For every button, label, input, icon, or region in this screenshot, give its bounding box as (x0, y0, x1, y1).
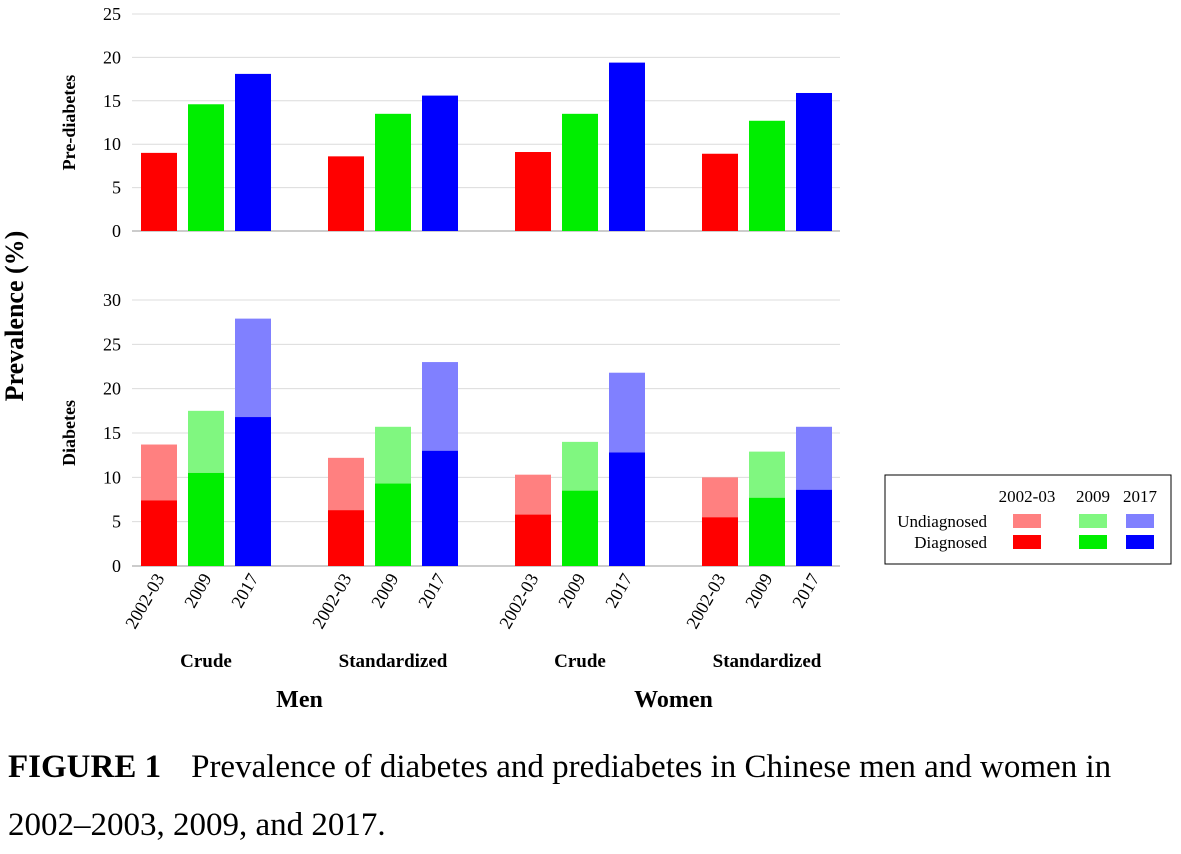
x-tick-label: 2009 (741, 570, 776, 611)
bar-prediabetes (235, 73, 271, 231)
y-tick-label: 15 (103, 423, 121, 443)
x-tick-label: 2017 (601, 570, 636, 611)
bar-diagnosed (328, 510, 364, 566)
bar-diagnosed (609, 452, 645, 566)
bar-diagnosed (562, 490, 598, 566)
x-tick-label: 2002-03 (308, 570, 355, 632)
bar-undiagnosed (422, 362, 458, 451)
x-tick-label: 2002-03 (121, 570, 168, 632)
figure-chart: 0 5 10 15 20 25 Pre-diabetes 0 5 10 15 20 25 30 Diabet… (0, 4, 1172, 713)
y-tick-label: 15 (103, 91, 121, 111)
y-tick-label: 10 (103, 467, 121, 487)
legend-swatch (1126, 514, 1154, 528)
bar-diagnosed (235, 417, 271, 566)
y-tick-label: 25 (103, 4, 121, 24)
group-label: Crude (554, 651, 606, 672)
legend-swatch (1013, 514, 1041, 528)
x-tick-label: 2017 (788, 570, 823, 611)
bar-prediabetes (141, 152, 177, 231)
bar-undiagnosed (796, 426, 832, 490)
x-tick-label: 2009 (367, 570, 402, 611)
y-tick-label: 25 (103, 334, 121, 354)
bar-prediabetes (796, 92, 832, 231)
y-tick-label: 5 (112, 178, 121, 198)
y-tick-label: 0 (112, 556, 121, 576)
x-tick-label: 2009 (554, 570, 589, 611)
bar-undiagnosed (188, 410, 224, 473)
caption-text: Prevalence of diabetes and prediabetes i… (8, 749, 1112, 843)
figure-caption: FIGURE 1 Prevalence of diabetes and predi… (8, 738, 1178, 854)
bar-prediabetes (328, 156, 364, 231)
y-tick-label: 10 (103, 134, 121, 154)
bar-undiagnosed (702, 477, 738, 518)
x-tick-label: 2009 (180, 570, 215, 611)
legend-swatch (1013, 535, 1041, 549)
x-tick-label: 2002-03 (495, 570, 542, 632)
y-axis-title: Prevalence (%) (0, 231, 29, 402)
bar-prediabetes (375, 113, 411, 231)
x-tick-label: 2017 (227, 570, 262, 611)
bar-diagnosed (796, 489, 832, 566)
bar-undiagnosed (141, 444, 177, 501)
bar-undiagnosed (235, 318, 271, 418)
x-tick-label: 2002-03 (682, 570, 729, 632)
bar-prediabetes (515, 152, 551, 231)
bar-diagnosed (188, 472, 224, 566)
legend-header: 2002-03 (999, 487, 1056, 506)
x-tick-label: 2017 (414, 570, 449, 611)
legend-row-label: Undiagnosed (897, 512, 987, 531)
y-tick-label: 20 (103, 47, 121, 67)
y-tick-label: 5 (112, 512, 121, 532)
group-label: Standardized (339, 651, 448, 672)
legend-swatch (1079, 535, 1107, 549)
bar-undiagnosed (562, 441, 598, 491)
bar-prediabetes (749, 120, 785, 231)
bar-undiagnosed (328, 457, 364, 511)
y-tick-label: 0 (112, 221, 121, 241)
bar-prediabetes (188, 104, 224, 231)
legend-swatch (1079, 514, 1107, 528)
y-tick-label: 30 (103, 290, 121, 310)
bar-diagnosed (749, 497, 785, 566)
bar-prediabetes (609, 62, 645, 231)
bar-diagnosed (422, 450, 458, 566)
bar-diagnosed (375, 483, 411, 566)
bar-prediabetes (422, 95, 458, 231)
bar-prediabetes (702, 153, 738, 231)
group-label: Standardized (713, 651, 822, 672)
bar-undiagnosed (375, 426, 411, 484)
bar-diagnosed (702, 517, 738, 566)
legend-header: 2017 (1123, 487, 1158, 506)
bar-undiagnosed (515, 474, 551, 515)
legend-swatch (1126, 535, 1154, 549)
group-label: Crude (180, 651, 232, 672)
bar-undiagnosed (749, 451, 785, 498)
y-tick-label: 20 (103, 379, 121, 399)
bar-undiagnosed (609, 372, 645, 453)
bar-prediabetes (562, 113, 598, 231)
panel-label: Diabetes (59, 400, 79, 466)
sex-label: Men (276, 687, 323, 713)
bar-diagnosed (515, 514, 551, 566)
sex-label: Women (634, 687, 713, 713)
bar-diagnosed (141, 500, 177, 566)
caption-label: FIGURE 1 (8, 749, 162, 785)
panel-label: Pre-diabetes (59, 75, 79, 171)
legend-row-label: Diagnosed (914, 533, 987, 552)
legend-header: 2009 (1076, 487, 1110, 506)
